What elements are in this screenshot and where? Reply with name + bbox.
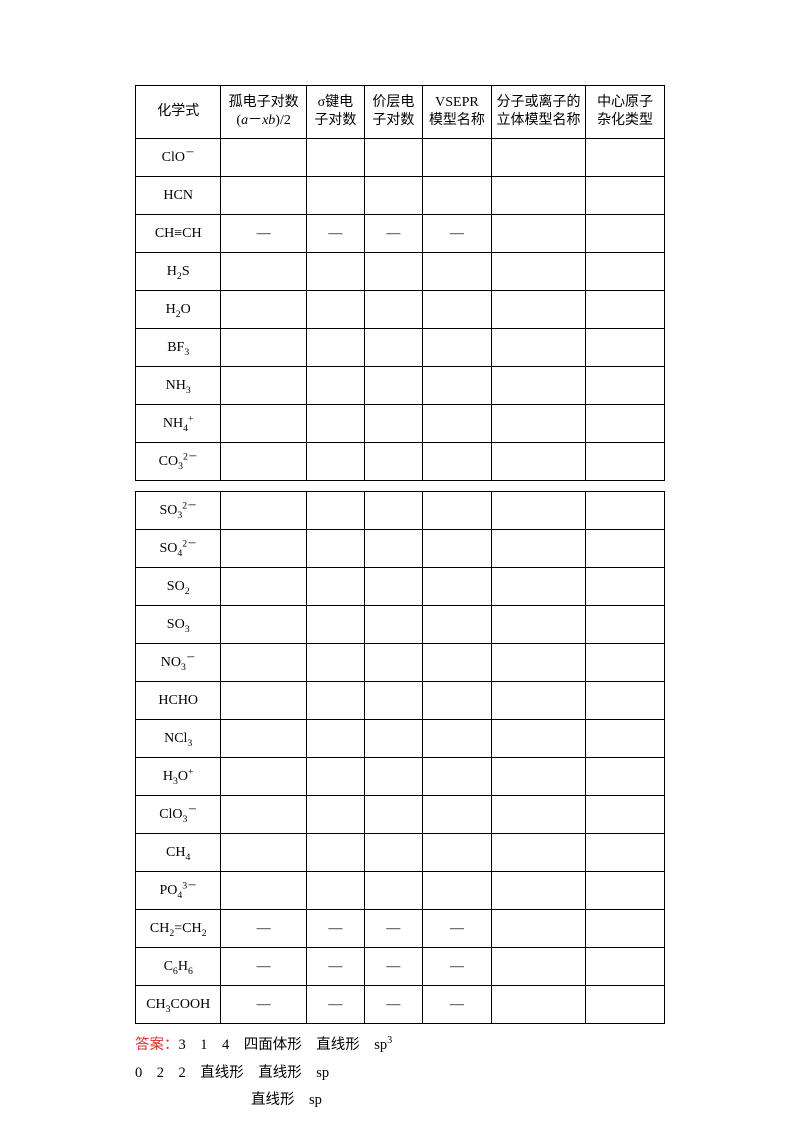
table-row: C6H6————: [136, 948, 665, 986]
table-row: BF3: [136, 329, 665, 367]
dash-cell: —: [422, 986, 491, 1024]
dash-cell: —: [422, 910, 491, 948]
dash-cell: —: [364, 215, 422, 253]
h7b: 杂化类型: [597, 113, 653, 128]
h5a: VSEPR: [435, 95, 479, 110]
h4b: 子对数: [372, 113, 414, 128]
header-row: 化学式 孤电子对数 (a－xb)/2 σ键电子对数 价层电子对数 VSEPR 模型名…: [136, 86, 665, 139]
answer-line3: 直线形 sp: [135, 1092, 322, 1108]
answer-label: 答案：: [135, 1037, 179, 1053]
table-row: H3O+: [136, 758, 665, 796]
h4a: 价层电: [372, 95, 414, 110]
formula-cell: BF3: [136, 329, 221, 367]
h5b: 模型名称: [429, 113, 485, 128]
header-geometry: 分子或离子的立体模型名称: [491, 86, 585, 139]
table-row: HCN: [136, 177, 665, 215]
table-row: PO43－: [136, 872, 665, 910]
table-row: CH2=CH2————: [136, 910, 665, 948]
header-sigma: σ键电子对数: [306, 86, 364, 139]
formula-cell: CH4: [136, 834, 221, 872]
dash-cell: —: [364, 986, 422, 1024]
table-gap: [135, 481, 665, 491]
table-row: ClO3－: [136, 796, 665, 834]
header-formula: 化学式: [136, 86, 221, 139]
formula-cell: HCHO: [136, 682, 221, 720]
dash-cell: —: [221, 948, 306, 986]
table-row: NH4+: [136, 405, 665, 443]
header-valence: 价层电子对数: [364, 86, 422, 139]
h3b: 子对数: [314, 113, 356, 128]
table-row: SO42－: [136, 530, 665, 568]
dash-cell: —: [306, 910, 364, 948]
table-row: SO32－: [136, 492, 665, 530]
dash-cell: —: [364, 948, 422, 986]
formula-cell: NH4+: [136, 405, 221, 443]
h3a: σ键电: [318, 95, 354, 110]
h2a: 孤电子对数: [229, 95, 299, 110]
header-lonepair: 孤电子对数 (a－xb)/2: [221, 86, 306, 139]
formula-cell: CH≡CH: [136, 215, 221, 253]
dash-cell: —: [422, 948, 491, 986]
table-row: H2S: [136, 253, 665, 291]
dash-cell: —: [364, 910, 422, 948]
header-hybrid: 中心原子杂化类型: [586, 86, 665, 139]
dash-cell: —: [221, 215, 306, 253]
formula-cell: H2S: [136, 253, 221, 291]
formula-cell: H2O: [136, 291, 221, 329]
table-row: CH4: [136, 834, 665, 872]
table-row: NH3: [136, 367, 665, 405]
h1: 化学式: [157, 104, 199, 119]
answer-line2: 0 2 2 直线形 直线形 sp: [135, 1065, 329, 1081]
formula-cell: CH3COOH: [136, 986, 221, 1024]
answer-line1-sup: 3: [387, 1035, 392, 1046]
formula-cell: SO32－: [136, 492, 221, 530]
formula-cell: HCN: [136, 177, 221, 215]
formula-cell: C6H6: [136, 948, 221, 986]
formula-cell: H3O+: [136, 758, 221, 796]
table-row: HCHO: [136, 682, 665, 720]
formula-cell: SO3: [136, 606, 221, 644]
dash-cell: —: [221, 986, 306, 1024]
h7a: 中心原子: [597, 95, 653, 110]
formula-cell: SO42－: [136, 530, 221, 568]
formula-cell: SO2: [136, 568, 221, 606]
table-row: CO32－: [136, 443, 665, 481]
formula-cell: NCl3: [136, 720, 221, 758]
table-row: SO3: [136, 606, 665, 644]
table-row: CH3COOH————: [136, 986, 665, 1024]
dash-cell: —: [306, 948, 364, 986]
h2b: (a－xb)/2: [236, 113, 290, 128]
dash-cell: —: [422, 215, 491, 253]
table-row: ClO－: [136, 139, 665, 177]
formula-cell: NH3: [136, 367, 221, 405]
dash-cell: —: [306, 986, 364, 1024]
chem-table-bottom: SO32－ SO42－ SO2 SO3 NO3－ HCHO NCl3 H3O+ …: [135, 491, 665, 1024]
h6b: 立体模型名称: [497, 113, 581, 128]
dash-cell: —: [306, 215, 364, 253]
formula-cell: CH2=CH2: [136, 910, 221, 948]
chem-table-top: 化学式 孤电子对数 (a－xb)/2 σ键电子对数 价层电子对数 VSEPR 模型名…: [135, 85, 665, 481]
header-vsepr: VSEPR 模型名称: [422, 86, 491, 139]
formula-cell: ClO－: [136, 139, 221, 177]
h6a: 分子或离子的: [497, 95, 581, 110]
formula-cell: NO3－: [136, 644, 221, 682]
table-row: CH≡CH————: [136, 215, 665, 253]
table-row: NO3－: [136, 644, 665, 682]
dash-cell: —: [221, 910, 306, 948]
formula-cell: PO43－: [136, 872, 221, 910]
table-row: NCl3: [136, 720, 665, 758]
answers-block: 答案：3 1 4 四面体形 直线形 sp3 0 2 2 直线形 直线形 sp 直…: [135, 1032, 665, 1115]
table-row: SO2: [136, 568, 665, 606]
table-row: H2O: [136, 291, 665, 329]
answer-line1: 3 1 4 四面体形 直线形 sp: [179, 1037, 388, 1053]
formula-cell: CO32－: [136, 443, 221, 481]
formula-cell: ClO3－: [136, 796, 221, 834]
